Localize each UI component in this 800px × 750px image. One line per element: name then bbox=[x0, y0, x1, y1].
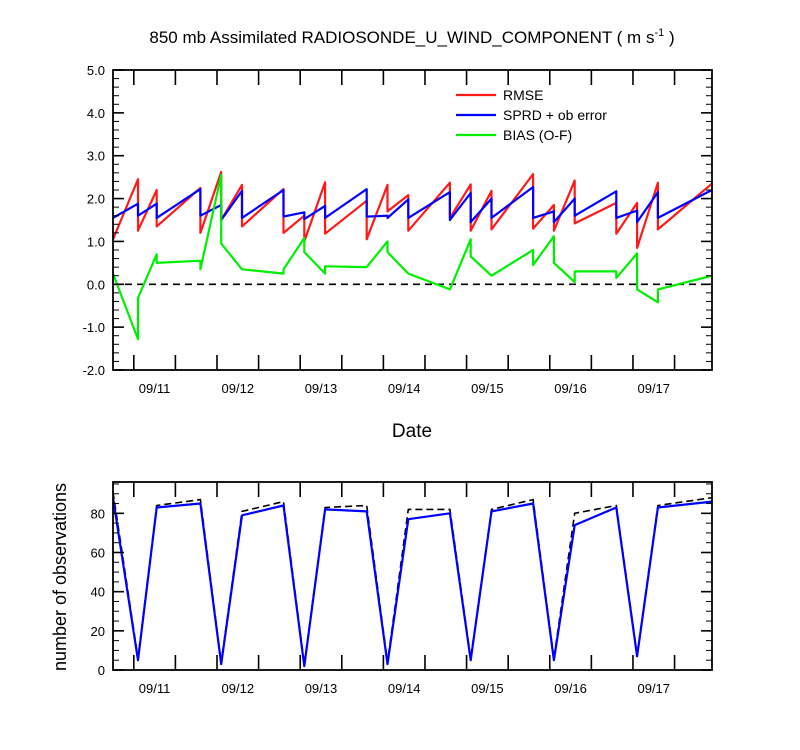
plot-frame bbox=[112, 481, 713, 671]
y-tick-label: 1.0 bbox=[87, 234, 105, 249]
x-tick-label: 09/11 bbox=[139, 681, 171, 696]
x-tick-label: 09/17 bbox=[637, 381, 670, 396]
x-tick-label: 09/17 bbox=[637, 681, 670, 696]
x-tick-label: 09/13 bbox=[305, 681, 338, 696]
x-tick-label: 09/14 bbox=[388, 681, 421, 696]
chart-title: 850 mb Assimilated RADIOSONDE_U_WIND_COM… bbox=[149, 27, 674, 47]
x-tick-label: 09/14 bbox=[388, 381, 421, 396]
y-tick-label: 5.0 bbox=[87, 63, 105, 78]
x-tick-label: 09/15 bbox=[471, 381, 504, 396]
x-tick-label: 09/11 bbox=[139, 381, 171, 396]
series-line-sprd-ob-error bbox=[113, 185, 712, 224]
series-line-rmse bbox=[113, 170, 712, 249]
y-tick-label: 4.0 bbox=[87, 106, 105, 121]
legend-label: SPRD + ob error bbox=[503, 107, 607, 123]
y-tick-label: 2.0 bbox=[87, 192, 105, 207]
series-line-bias-o-f bbox=[113, 173, 712, 341]
x-axis-label: Date bbox=[392, 421, 432, 442]
y-tick-label: 60 bbox=[91, 546, 105, 561]
y-tick-label: 0.0 bbox=[87, 277, 105, 292]
series-line-used bbox=[113, 497, 712, 668]
legend-label: RMSE bbox=[503, 87, 543, 103]
legend-label: BIAS (O-F) bbox=[503, 127, 572, 143]
x-tick-label: 09/15 bbox=[471, 681, 504, 696]
y-tick-label: 0 bbox=[98, 663, 105, 678]
y-tick-label: 40 bbox=[91, 585, 105, 600]
x-tick-label: 09/13 bbox=[305, 381, 338, 396]
y-tick-label: 3.0 bbox=[87, 149, 105, 164]
y-tick-label: -1.0 bbox=[83, 320, 105, 335]
bottom-plot-panel: 0 20 40 60 80 09/11 09/12 09/13 09/14 09/15 09/16 0… bbox=[91, 481, 713, 696]
x-tick-label: 09/16 bbox=[554, 681, 587, 696]
y-tick-label: -2.0 bbox=[83, 363, 105, 378]
y-tick-label: 20 bbox=[91, 624, 105, 639]
x-tick-label: 09/12 bbox=[222, 381, 255, 396]
x-tick-label: 09/16 bbox=[554, 381, 587, 396]
top-plot-panel: 5.0 4.0 3.0 2.0 1.0 0.0 -1.0 -2.0 09/11 09/12 09/1… bbox=[83, 63, 713, 396]
y-axis-label-observations: number of observations bbox=[50, 483, 70, 671]
x-tick-label: 09/12 bbox=[222, 681, 255, 696]
legend: RMSE SPRD + ob error BIAS (O-F) bbox=[456, 87, 607, 143]
plot-frame bbox=[112, 69, 713, 371]
y-tick-label: 80 bbox=[91, 506, 105, 521]
